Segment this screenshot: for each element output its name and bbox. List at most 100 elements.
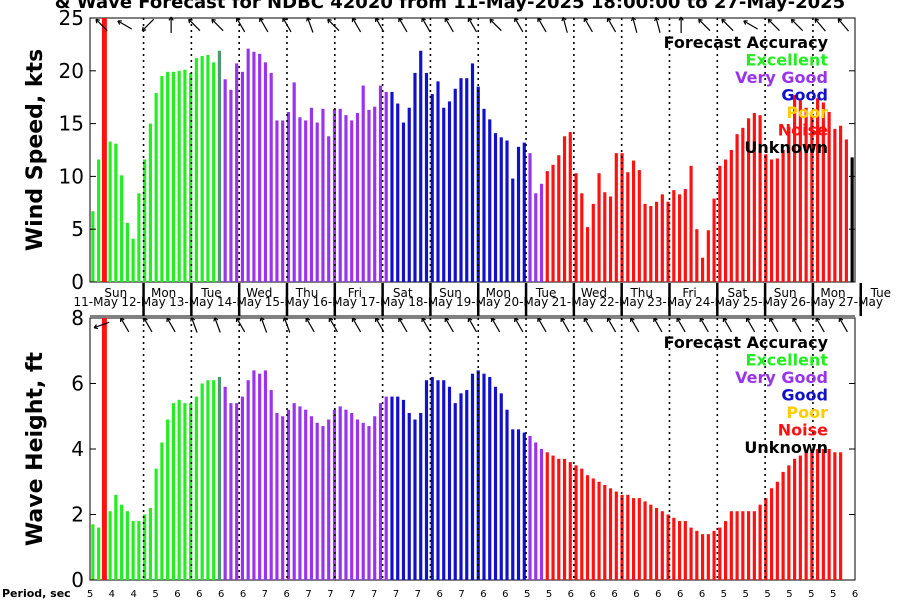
wind-bar <box>827 111 831 282</box>
wave-bar <box>200 383 204 580</box>
wind-direction-arrow <box>537 17 547 33</box>
wave-bar <box>781 471 785 580</box>
wind-direction-arrow <box>327 18 340 32</box>
wind-direction-arrow-head <box>421 17 426 23</box>
period-value: 6 <box>218 589 224 600</box>
wind-bar <box>200 56 204 283</box>
wind-direction-arrow-head <box>678 16 684 21</box>
wind-bar <box>735 134 739 282</box>
period-value: 6 <box>611 589 617 600</box>
weekday-label: Sun <box>104 286 127 300</box>
wave-bar <box>160 442 164 580</box>
wave-bar <box>551 455 555 580</box>
wave-direction-arrow <box>166 317 176 333</box>
wave-bar <box>706 534 710 580</box>
wind-bar <box>597 173 601 282</box>
period-value: 5 <box>786 589 792 600</box>
wave-direction-arrow <box>120 317 130 333</box>
wave-direction-arrow-head <box>560 317 566 323</box>
wave-bar <box>493 386 498 580</box>
wave-bar <box>286 409 291 580</box>
wind-direction-arrow-head <box>235 17 241 23</box>
wave-bar <box>695 530 699 580</box>
wave-direction-arrow-head <box>444 317 450 323</box>
wave-bar <box>511 429 515 580</box>
wave-direction-arrow-head <box>190 317 196 322</box>
weekday-label: Thu <box>629 286 653 300</box>
wave-bar <box>252 370 256 580</box>
wave-direction-arrow-head <box>815 317 821 323</box>
wave-bar <box>223 386 227 580</box>
wind-direction-arrow <box>117 20 133 30</box>
wind-legend-entry: Noise <box>778 121 828 140</box>
wind-legend-entry: Unknown <box>744 138 828 157</box>
wave-direction-arrow-head <box>792 317 797 323</box>
wind-bar <box>706 230 710 282</box>
wave-legend-entry: Unknown <box>744 438 828 457</box>
wave-direction-arrow <box>444 317 454 333</box>
weekday-label: Tue <box>870 286 892 300</box>
wave-bar <box>735 511 739 580</box>
wave-bar <box>344 409 348 580</box>
wave-bar <box>488 376 492 580</box>
period-value: 7 <box>305 589 311 600</box>
wave-bar <box>528 435 532 580</box>
wind-bar <box>235 63 239 282</box>
wind-bar <box>137 193 141 282</box>
date-label: 18-May <box>408 295 452 309</box>
wave-bar <box>470 373 475 580</box>
wave-bar <box>419 412 423 580</box>
wind-bar <box>643 203 647 282</box>
wind-bar <box>148 123 152 282</box>
wind-bar <box>252 51 256 283</box>
wave-bar <box>281 416 285 580</box>
weekday-label: Sat <box>393 286 413 300</box>
wind-bar <box>212 62 216 282</box>
wind-direction-arrow <box>375 17 385 33</box>
wave-direction-arrow-head <box>166 317 171 323</box>
wave-legend-entry: Noise <box>778 421 828 440</box>
wave-bar <box>810 452 814 580</box>
wave-legend-title: Forecast Accuracy <box>664 333 829 352</box>
wind-y-tick-label: 25 <box>59 6 84 30</box>
wave-bar <box>131 521 135 580</box>
wave-bar <box>557 458 561 580</box>
wind-bar <box>810 115 814 282</box>
wave-bar <box>522 432 526 580</box>
wind-bar <box>562 136 567 282</box>
wind-direction-arrow-head <box>211 18 216 24</box>
wave-bar <box>545 452 549 580</box>
wind-direction-arrow-head <box>489 18 495 24</box>
wave-bar <box>183 403 187 580</box>
wind-bar <box>660 194 664 282</box>
wind-bar <box>654 201 659 282</box>
wind-direction-arrow <box>632 17 638 33</box>
wave-bar <box>793 458 797 580</box>
date-label: 19-May <box>456 295 500 309</box>
wave-direction-arrow-head <box>305 317 311 323</box>
wind-bar <box>839 125 843 282</box>
wave-y-tick-label: 2 <box>71 503 84 527</box>
wave-bar <box>597 481 601 580</box>
wave-bar <box>672 517 676 580</box>
wave-direction-arrow <box>398 317 408 333</box>
wave-bar <box>568 462 572 580</box>
wave-bar <box>620 494 624 580</box>
wind-bar <box>465 78 469 282</box>
weekday-label: Wed <box>581 286 607 300</box>
period-value: 7 <box>327 589 333 600</box>
wave-bar <box>453 403 457 580</box>
wave-bar <box>654 507 659 580</box>
wave-direction-arrow <box>467 317 478 333</box>
period-value: 6 <box>284 589 290 600</box>
wind-bar <box>125 222 129 282</box>
wind-direction-arrow <box>421 17 431 33</box>
chart-title: & Wave Forecast for NDBC 42020 from 11-M… <box>55 0 845 13</box>
wave-bar <box>816 449 820 580</box>
period-value: 7 <box>393 589 399 600</box>
wave-direction-arrow-head <box>653 317 658 323</box>
wave-bar <box>459 393 463 580</box>
date-label: 12-May <box>121 295 165 309</box>
wave-legend-entry: Very Good <box>735 368 828 387</box>
wind-bar <box>522 142 526 282</box>
